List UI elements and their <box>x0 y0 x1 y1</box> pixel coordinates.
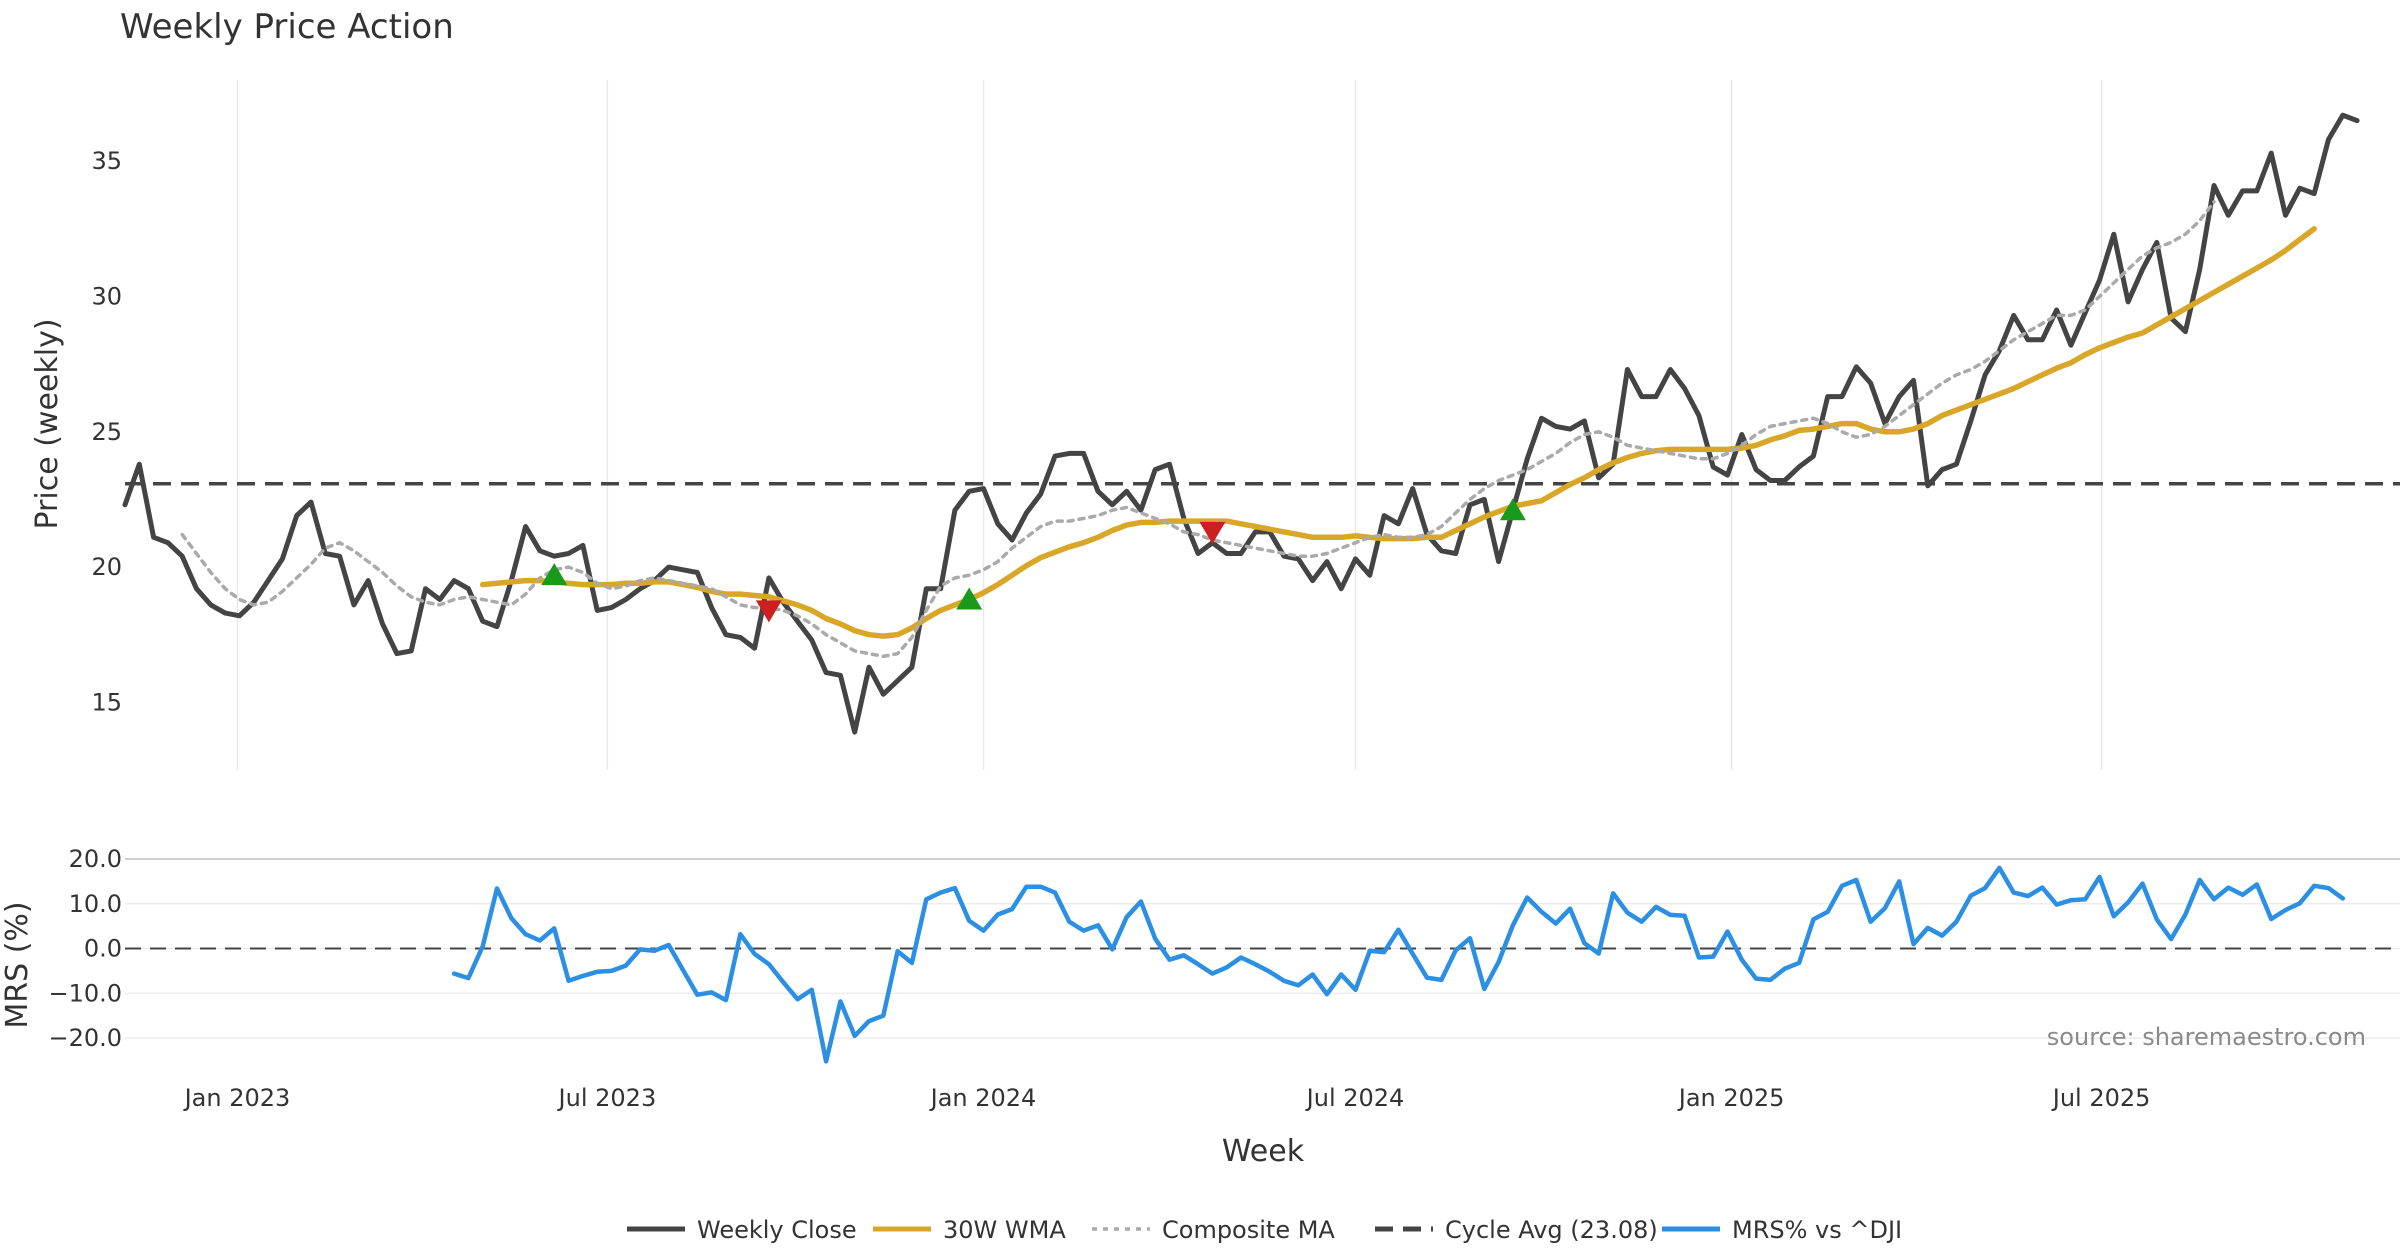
grid <box>125 80 2400 1039</box>
sell-signal-marker <box>755 600 782 623</box>
series-mrs-vs-dji <box>451 865 2346 1064</box>
price-y-tick-label: 35 <box>91 147 122 175</box>
source-note: source: sharemaestro.com <box>2047 1023 2366 1051</box>
price-y-tick-label: 20 <box>91 553 122 581</box>
x-tick-label: Jul 2025 <box>2051 1084 2151 1112</box>
chart-title: Weekly Price Action <box>120 7 454 47</box>
price-y-tick-label: 25 <box>91 418 122 446</box>
legend-label: Composite MA <box>1162 1216 1335 1244</box>
series <box>122 112 2360 1064</box>
signals <box>541 498 1526 623</box>
series-30w-wma <box>479 226 2317 639</box>
x-tick-label: Jul 2024 <box>1305 1084 1405 1112</box>
buy-signal-marker <box>541 563 568 586</box>
mrs-y-tick-label: 0.0 <box>84 935 122 963</box>
x-tick-label: Jan 2025 <box>1677 1084 1785 1112</box>
mrs-y-tick-label: 20.0 <box>69 845 122 873</box>
buy-signal-marker <box>1499 498 1526 521</box>
mrs-y-tick-label: 10.0 <box>69 890 122 918</box>
reference-lines <box>125 481 2400 950</box>
x-axis-title: Week <box>1222 1134 1305 1169</box>
price-y-tick-label: 15 <box>91 688 122 716</box>
legend-label: 30W WMA <box>943 1216 1066 1244</box>
sell-signal-marker <box>1199 521 1226 544</box>
series-composite-ma <box>180 200 2216 659</box>
x-tick-label: Jan 2024 <box>929 1084 1037 1112</box>
x-tick-label: Jul 2023 <box>557 1084 657 1112</box>
legend: Weekly Close 30W WMA Composite MA Cycle Avg… <box>627 1216 1902 1244</box>
legend-entry: 30W WMA <box>873 1216 1066 1244</box>
legend-label: Cycle Avg (23.08) <box>1445 1216 1658 1244</box>
legend-entry: MRS% vs ^DJI <box>1662 1216 1902 1244</box>
mrs-y-tick-label: −20.0 <box>48 1024 122 1052</box>
legend-entry: Composite MA <box>1092 1216 1335 1244</box>
mrs-y-tick-label: −10.0 <box>48 979 122 1007</box>
legend-entry: Weekly Close <box>627 1216 857 1244</box>
series-weekly-close <box>122 112 2360 735</box>
price-y-tick-label: 30 <box>91 282 122 310</box>
legend-label: MRS% vs ^DJI <box>1732 1216 1902 1244</box>
buy-signal-marker <box>956 587 983 610</box>
legend-label: Weekly Close <box>697 1216 857 1244</box>
mrs-axis-title: MRS (%) <box>0 901 35 1028</box>
x-tick-label: Jan 2023 <box>183 1084 291 1112</box>
legend-entry: Cycle Avg (23.08) <box>1375 1216 1658 1244</box>
axes: 15 20 25 30 35 −20.0 −10.0 0.0 10.0 20.0 Jan 2023 J… <box>48 147 2150 1112</box>
price-axis-title: Price (weekly) <box>30 318 65 529</box>
